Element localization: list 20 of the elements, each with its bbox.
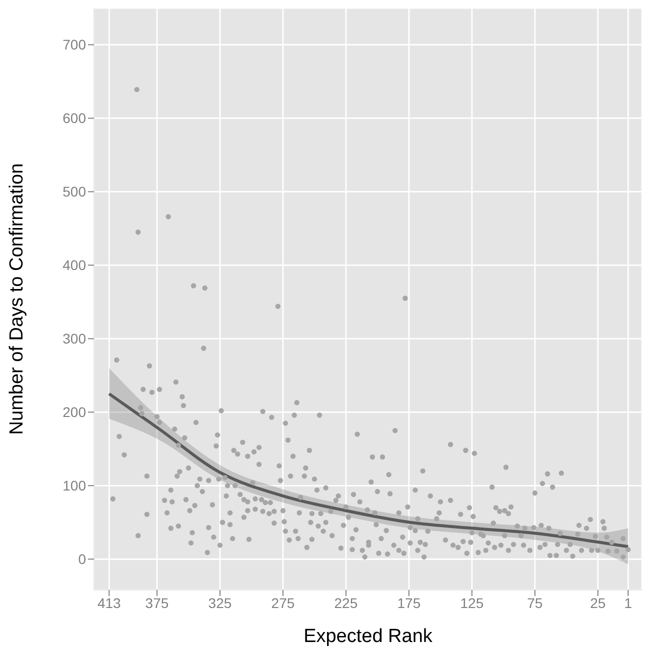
y-tick-label: 100 bbox=[62, 478, 86, 494]
x-tick-label: 25 bbox=[590, 594, 606, 611]
y-tick-label: 0 bbox=[78, 551, 86, 568]
y-tick-label: 300 bbox=[62, 330, 86, 347]
x-tick-label: 225 bbox=[334, 594, 358, 611]
y-tick-label: 700 bbox=[62, 36, 86, 53]
y-tick-label: 600 bbox=[62, 110, 86, 126]
x-tick-label: 375 bbox=[145, 594, 169, 611]
x-axis-title: Expected Rank bbox=[304, 626, 433, 647]
x-tick-label: 1 bbox=[624, 594, 632, 611]
y-axis-title: Number of Days to Confirmation bbox=[6, 163, 28, 435]
x-tick-label: 325 bbox=[208, 594, 232, 611]
x-tick-label: 175 bbox=[397, 594, 421, 611]
x-tick-label: 413 bbox=[97, 594, 122, 611]
y-tick-label: 200 bbox=[62, 404, 86, 420]
y-tick-label: 500 bbox=[62, 184, 86, 200]
x-tick-label: 75 bbox=[527, 594, 543, 611]
x-tick-label: 125 bbox=[460, 594, 484, 611]
y-tick-label: 400 bbox=[62, 257, 86, 274]
x-tick-label: 275 bbox=[271, 594, 295, 611]
